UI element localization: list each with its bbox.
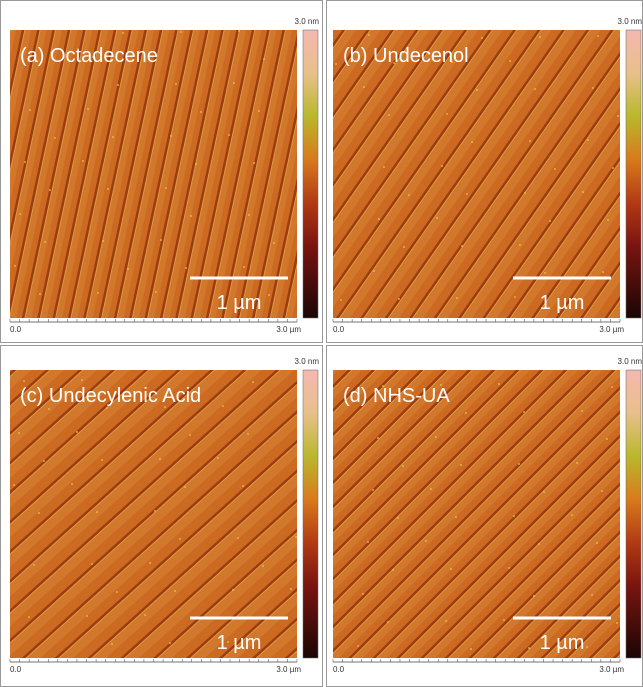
x-axis-max-label: 3.0 µm [276,325,301,334]
scale-bar-label: 1 µm [540,292,585,314]
x-axis-max-label: 3.0 µm [599,665,624,674]
afm-image [10,370,297,658]
x-axis-max-label: 3.0 µm [276,665,301,674]
colorbar-max-label: 3.0 nm [618,357,643,366]
scale-bar-label: 1 µm [217,292,262,314]
colorbar-max-label: 3.0 nm [618,17,643,26]
x-axis-min-label: 0.0 [10,665,22,674]
figure: (a) Octadecene 1 µm 3.0 nm 0.0 3.0 µm (b) Und… [0,0,643,687]
scale-bar-label: 1 µm [540,632,585,654]
x-axis-min-label: 0.0 [333,325,345,334]
afm-image [333,30,620,318]
panel-label: (b) Undecenol [343,45,469,67]
colorbar [303,30,318,318]
panel-label: (c) Undecylenic Acid [20,385,201,407]
x-axis-min-label: 0.0 [333,665,345,674]
colorbar [626,370,641,658]
colorbar [303,370,318,658]
panel-label: (a) Octadecene [20,45,158,67]
afm-image [10,30,297,318]
x-axis-max-label: 3.0 µm [599,325,624,334]
colorbar [626,30,641,318]
panel-label: (d) NHS-UA [343,385,450,407]
colorbar-max-label: 3.0 nm [295,357,320,366]
scale-bar-label: 1 µm [217,632,262,654]
colorbar-max-label: 3.0 nm [295,17,320,26]
x-axis-min-label: 0.0 [10,325,22,334]
afm-image [333,370,620,658]
